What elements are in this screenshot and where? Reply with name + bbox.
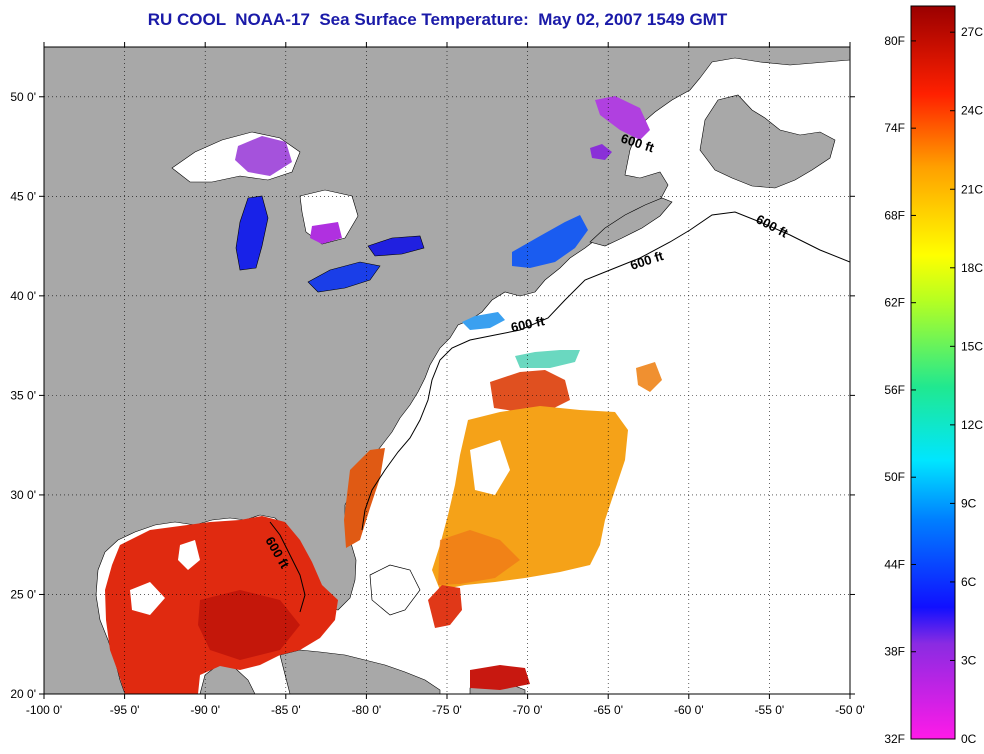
colorbar-fahrenheit-label: 62F [884,296,905,310]
colorbar-fahrenheit-label: 38F [884,645,905,659]
colorbar-celsius-label: 6C [961,575,977,589]
y-tick-label: 20 0' [10,687,36,701]
colorbar-fahrenheit-label: 44F [884,557,905,571]
land-newfoundland [699,94,836,189]
cloud-patch [178,540,200,570]
cloud-patch [470,440,510,495]
carolina-shelf-sst [344,448,385,548]
cloud-patch [130,582,165,615]
colorbar-celsius-label: 21C [961,182,983,196]
colorbar-fahrenheit-label: 50F [884,470,905,484]
y-tick-label: 45 0' [10,189,36,203]
x-tick-label: -50 0' [835,703,865,717]
depth-contour-600ft [361,211,850,531]
land-cuba [279,649,441,694]
colorbar-celsius-label: 27C [961,25,983,39]
y-tick-label: 35 0' [10,388,36,402]
colorbar-fahrenheit-labels: 80F 74F 68F 62F 56F 50F 44F 38F 32F [884,34,916,746]
contour-label: 600 ft [510,313,547,335]
colorbar-celsius-label: 12C [961,418,983,432]
depth-contour-600ft-gulf [269,521,306,613]
x-tick-label: -55 0' [755,703,785,717]
colorbar-fahrenheit-label: 80F [884,34,905,48]
nantucket-shoals-sst [462,312,505,330]
lake-huron-sst [310,222,342,244]
colorbar-celsius-label: 18C [961,261,983,275]
lake-erie [307,261,381,293]
x-tick-label: -90 0' [190,703,220,717]
lake-ontario [367,235,425,257]
x-tick-label: -85 0' [271,703,301,717]
y-tick-label: 25 0' [10,587,36,601]
map-panel [44,47,850,694]
x-tick-label: -60 0' [674,703,704,717]
colorbar-celsius-label: 24C [961,104,983,118]
colorbar-celsius-label: 0C [961,732,977,746]
gulf-of-mexico-sst-dark [198,590,300,660]
map-title: RU COOL NOAA-17 Sea Surface Temperature:… [147,10,728,29]
x-tick-label: -65 0' [593,703,623,717]
colorbar [910,5,956,740]
colorbar-fahrenheit-label: 56F [884,383,905,397]
colorbar-celsius-label: 9C [961,496,977,510]
caribbean-sst [470,665,530,690]
st-lawrence-sst-south [590,144,612,160]
colorbar-fahrenheit-label: 32F [884,732,905,746]
x-tick-label: -70 0' [513,703,543,717]
x-tick-label: -100 0' [26,703,62,717]
y-tick-label: 30 0' [10,488,36,502]
colorbar-celsius-label: 15C [961,339,983,353]
colorbar-celsius-label: 3C [961,653,977,667]
atlantic-offshore-sst-warm [438,530,520,585]
gulf-stream-patch-east [636,362,662,392]
x-tick-label: -80 0' [352,703,382,717]
latitude-axis: 20 0' 25 0' 30 0' 35 0' 40 0' 45 0' 50 0' [10,90,855,701]
bahamas-bank-outline [369,564,421,616]
bahamas-sst [428,585,462,628]
gulf-of-maine-sst [512,215,588,268]
gulf-stream-north-sst [490,370,570,412]
x-tick-label: -95 0' [110,703,140,717]
lake-superior-sst [235,136,292,176]
longitude-axis: -100 0' -95 0' -90 0' -85 0' -80 0' -75 0' -70… [26,42,865,717]
mid-atlantic-sst [515,350,580,368]
y-tick-label: 50 0' [10,90,36,104]
colorbar-celsius-labels: 27C 24C 21C 18C 15C 12C 9C 6C 3C 0C [950,25,983,746]
st-lawrence-sst [595,96,650,140]
y-tick-label: 40 0' [10,289,36,303]
x-tick-label: -75 0' [432,703,462,717]
land-nova-scotia [589,197,673,247]
colorbar-fahrenheit-label: 68F [884,208,905,222]
lake-michigan [235,195,269,271]
colorbar-fahrenheit-label: 74F [884,121,905,135]
